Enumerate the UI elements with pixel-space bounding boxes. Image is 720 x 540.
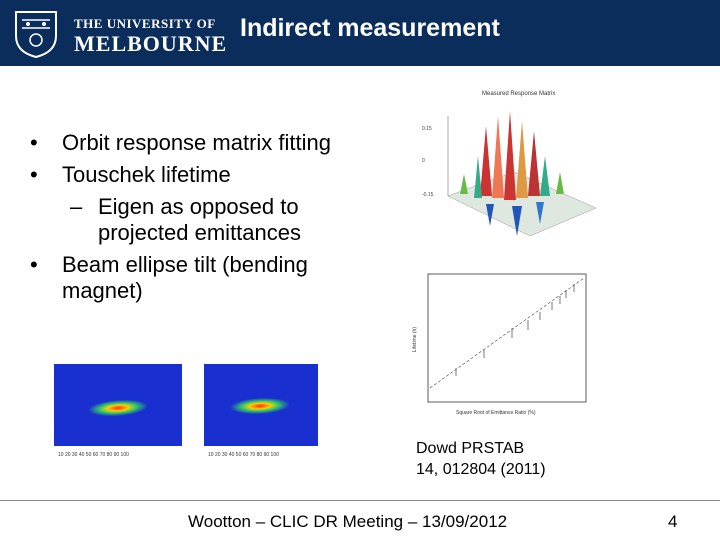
surface-peaks <box>460 111 564 236</box>
svg-text:0: 0 <box>422 158 425 164</box>
footer-divider <box>0 500 720 501</box>
caption-line2: 14, 012804 (2011) <box>416 461 546 478</box>
bullet-dot-icon: • <box>30 252 38 277</box>
svg-text:-0.15: -0.15 <box>422 192 434 198</box>
bullet-text: Beam ellipse tilt (bending magnet) <box>62 252 308 303</box>
bullet-text: Touschek lifetime <box>62 162 231 187</box>
bullet-list: • Orbit response matrix fitting • Tousch… <box>30 130 360 310</box>
dash-icon: – <box>70 194 83 219</box>
citation-caption: Dowd PRSTAB 14, 012804 (2011) <box>416 438 546 480</box>
bullet-text: Orbit response matrix fitting <box>62 130 331 155</box>
bullet-ellipse: • Beam ellipse tilt (bending magnet) <box>30 252 360 304</box>
logo-line2: MELBOURNE <box>74 31 228 56</box>
slide-title: Indirect measurement <box>240 14 500 42</box>
logo-line1: THE UNIVERSITY OF <box>74 16 216 31</box>
bullet-orbit: • Orbit response matrix fitting <box>30 130 360 156</box>
header-bar: THE UNIVERSITY OF MELBOURNE Indirect mea… <box>0 0 720 66</box>
bullet-dot-icon: • <box>30 162 38 187</box>
plot-title: Measured Response Matrix <box>482 91 555 97</box>
sub-bullet-text: Eigen as opposed to projected emittances <box>98 194 301 245</box>
x-axis-label: Square Root of Emittance Ratio (%) <box>456 410 536 416</box>
bullet-dot-icon: • <box>30 130 38 155</box>
page-number: 4 <box>668 512 678 531</box>
university-logo: THE UNIVERSITY OF MELBOURNE <box>14 8 226 60</box>
lifetime-plot: Lifetime (h) Square Root of Emittance Ra… <box>412 273 587 416</box>
footer-text: Wootton – CLIC DR Meeting – 13/09/2012 <box>188 512 508 531</box>
sub-bullet-eigen: – Eigen as opposed to projected emittanc… <box>30 194 360 246</box>
y-axis-label: Lifetime (h) <box>412 327 418 352</box>
bullet-touschek: • Touschek lifetime <box>30 162 360 188</box>
caption-line1: Dowd PRSTAB <box>416 440 525 457</box>
response-matrix-plot: Measured Response Matrix 0.15 0 -0.15 <box>422 91 597 237</box>
crest-icon <box>15 11 57 58</box>
beam-image-left: 10 20 30 40 50 60 70 80 90 100 <box>54 364 182 458</box>
data-points <box>455 284 575 376</box>
svg-text:0.15: 0.15 <box>422 126 432 132</box>
svg-text:10 20 30 40 50 60 70 80 90 100: 10 20 30 40 50 60 70 80 90 100 <box>208 452 279 458</box>
beam-image-right: 10 20 30 40 50 60 70 80 90 100 <box>204 364 318 458</box>
svg-text:10 20 30 40 50 60 70 80 90 100: 10 20 30 40 50 60 70 80 90 100 <box>58 452 129 458</box>
